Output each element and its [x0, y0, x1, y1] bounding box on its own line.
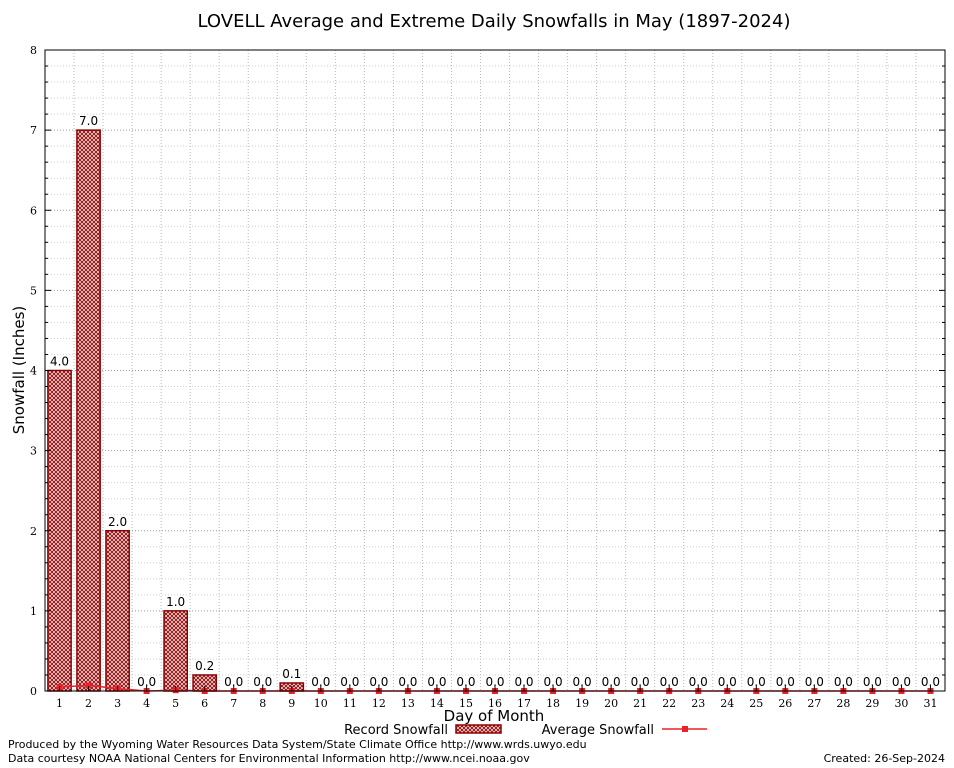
- x-tick-label: 27: [807, 697, 821, 710]
- x-tick-label: 20: [604, 697, 618, 710]
- chart-title: LOVELL Average and Extreme Daily Snowfal…: [198, 11, 791, 32]
- y-tick-label: 2: [30, 525, 37, 538]
- x-tick-label: 4: [143, 697, 150, 710]
- data-labels: 4.0 7.0 2.0 0.0 1.0 0.2 0.0 0.0 0.1 0.0 0.0 0.0 0.0 0…: [50, 114, 940, 689]
- y-tick-label: 3: [30, 445, 37, 458]
- y-tick-label: 5: [30, 284, 37, 297]
- y-tick-label: 0: [30, 685, 37, 698]
- x-tick-label: 14: [430, 697, 444, 710]
- data-label: 0.0: [427, 675, 446, 689]
- legend-record-swatch: [455, 724, 502, 734]
- x-tick-label: 22: [662, 697, 676, 710]
- x-tick-label: 2: [85, 697, 92, 710]
- x-tick-label: 9: [288, 697, 295, 710]
- y-tick-label: 8: [30, 44, 37, 57]
- record-bar: [47, 369, 72, 692]
- y-tick-label: 7: [30, 124, 37, 137]
- x-tick-label: 30: [894, 697, 908, 710]
- legend-average-marker: [682, 726, 688, 732]
- data-label: 0.0: [602, 675, 621, 689]
- data-label: 0.0: [921, 675, 940, 689]
- data-label: 0.0: [718, 675, 737, 689]
- data-label: 0.0: [863, 675, 882, 689]
- x-tick-label: 12: [372, 697, 386, 710]
- data-label: 2.0: [108, 515, 127, 529]
- x-tick-label: 21: [633, 697, 647, 710]
- x-tick-label: 24: [720, 697, 734, 710]
- x-tick-label: 3: [114, 697, 121, 710]
- data-label: 0.0: [660, 675, 679, 689]
- data-label: 0.0: [311, 675, 330, 689]
- data-label: 0.0: [805, 675, 824, 689]
- y-axis-label: Snowfall (Inches): [10, 306, 28, 434]
- record-bars: [47, 129, 305, 692]
- x-tick-label: 13: [401, 697, 415, 710]
- x-tick-label: 16: [488, 697, 502, 710]
- data-label: 0.0: [340, 675, 359, 689]
- grid: [45, 50, 945, 691]
- data-label: 0.0: [224, 675, 243, 689]
- x-tick-label: 11: [343, 697, 357, 710]
- legend: Record Snowfall Average Snowfall: [344, 723, 707, 738]
- legend-average-label: Average Snowfall: [542, 723, 654, 738]
- record-bar: [163, 610, 189, 692]
- data-label: 0.0: [892, 675, 911, 689]
- data-label: 0.0: [544, 675, 563, 689]
- legend-record-label: Record Snowfall: [344, 723, 448, 738]
- data-label: 0.1: [282, 667, 301, 681]
- x-tick-label: 18: [546, 697, 560, 710]
- data-label: 0.0: [253, 675, 272, 689]
- x-tick-label: 23: [691, 697, 705, 710]
- data-label: 4.0: [50, 355, 69, 369]
- y-tick-label: 1: [30, 605, 37, 618]
- x-tick-label: 6: [201, 697, 208, 710]
- data-label: 1.0: [166, 595, 185, 609]
- x-tick-label: 19: [575, 697, 589, 710]
- data-label: 0.0: [485, 675, 504, 689]
- x-tick-label: 31: [923, 697, 937, 710]
- data-label: 0.0: [514, 675, 533, 689]
- data-label: 0.0: [689, 675, 708, 689]
- x-tick-label: 26: [778, 697, 792, 710]
- record-bar: [105, 530, 130, 692]
- average-point: [85, 682, 92, 689]
- x-tick-label: 10: [314, 697, 328, 710]
- data-label: 7.0: [79, 114, 98, 128]
- data-label: 0.2: [195, 659, 214, 673]
- y-tick-label: 6: [30, 204, 37, 217]
- x-tick-label: 15: [459, 697, 473, 710]
- x-tick-label: 1: [56, 697, 63, 710]
- y-tick-label: 4: [30, 365, 37, 378]
- record-bar: [76, 129, 101, 692]
- x-tick-label: 29: [865, 697, 879, 710]
- data-label: 0.0: [137, 675, 156, 689]
- data-label: 0.0: [398, 675, 417, 689]
- data-label: 0.0: [369, 675, 388, 689]
- x-tick-label: 17: [517, 697, 531, 710]
- x-tick-label: 7: [230, 697, 237, 710]
- footer-data-courtesy: Data courtesy NOAA National Centers for …: [8, 752, 530, 765]
- data-label: 0.0: [834, 675, 853, 689]
- footer-produced-by: Produced by the Wyoming Water Resources …: [8, 738, 587, 751]
- data-label: 0.0: [747, 675, 766, 689]
- x-tick-label: 28: [836, 697, 850, 710]
- x-tick-label: 8: [259, 697, 266, 710]
- x-tick-label: 25: [749, 697, 763, 710]
- data-label: 0.0: [573, 675, 592, 689]
- footer-created-date: Created: 26-Sep-2024: [824, 752, 945, 765]
- data-label: 0.0: [776, 675, 795, 689]
- x-tick-label: 5: [172, 697, 179, 710]
- x-axis-label: Day of Month: [444, 707, 545, 725]
- data-label: 0.0: [456, 675, 475, 689]
- data-label: 0.0: [631, 675, 650, 689]
